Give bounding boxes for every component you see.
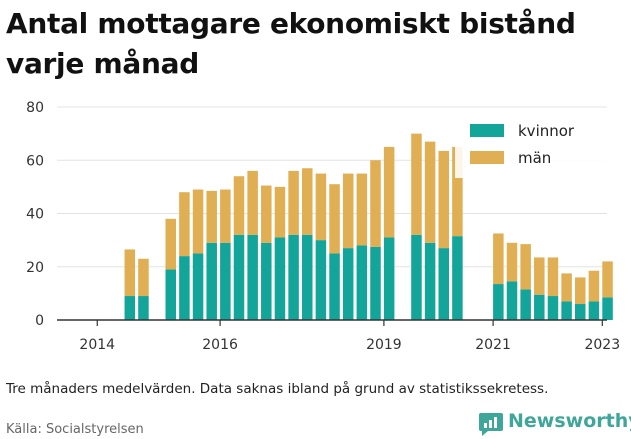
bar-kvinnor bbox=[534, 294, 545, 320]
bar-man bbox=[220, 189, 231, 243]
bar-kvinnor bbox=[575, 304, 586, 320]
bar-man bbox=[520, 244, 531, 290]
bar-kvinnor bbox=[561, 301, 572, 320]
bar-kvinnor bbox=[124, 296, 136, 320]
bar-man bbox=[342, 173, 354, 249]
legend: kvinnor män bbox=[455, 118, 611, 178]
bar-kvinnor bbox=[206, 242, 217, 320]
bar-kvinnor bbox=[342, 248, 354, 320]
bar-kvinnor bbox=[411, 234, 422, 320]
bar-kvinnor bbox=[452, 236, 463, 320]
y-tick-label: 20 bbox=[26, 260, 44, 276]
bar-kvinnor bbox=[520, 289, 531, 320]
bar-kvinnor bbox=[356, 245, 368, 320]
bar-man bbox=[370, 160, 381, 247]
chart-note: Tre månaders medelvärden. Data saknas ib… bbox=[6, 381, 549, 397]
bar-kvinnor bbox=[547, 296, 559, 320]
bar-man bbox=[588, 270, 600, 302]
bar-man bbox=[138, 258, 149, 297]
bar-kvinnor bbox=[370, 246, 381, 320]
bar-man bbox=[302, 168, 313, 235]
y-tick-label: 80 bbox=[26, 100, 44, 116]
bar-man bbox=[356, 173, 368, 246]
y-tick-label: 0 bbox=[35, 313, 44, 329]
bars bbox=[124, 133, 613, 320]
bar-man bbox=[206, 190, 217, 243]
bar-man bbox=[179, 192, 190, 257]
bar-kvinnor bbox=[602, 297, 613, 320]
bar-man bbox=[506, 242, 518, 282]
newsworthy-logo-text: Newsworthy bbox=[508, 410, 631, 432]
bar-kvinnor bbox=[315, 240, 327, 320]
bar-man bbox=[233, 176, 245, 235]
bar-man bbox=[575, 277, 586, 305]
bar-kvinnor bbox=[424, 242, 436, 320]
source-label: Källa: Socialstyrelsen bbox=[6, 422, 144, 437]
bar-kvinnor bbox=[247, 234, 258, 320]
bar-man bbox=[274, 186, 286, 238]
legend-swatch-kvinnor bbox=[470, 124, 504, 137]
bar-man bbox=[438, 150, 449, 249]
newsworthy-logo: Newsworthy bbox=[478, 409, 631, 437]
bar-kvinnor bbox=[493, 284, 504, 320]
bar-kvinnor bbox=[261, 242, 272, 320]
bar-kvinnor bbox=[179, 256, 190, 320]
bar-man bbox=[602, 261, 613, 298]
x-tick-label: 2021 bbox=[475, 337, 511, 353]
bar-kvinnor bbox=[383, 237, 395, 320]
legend-swatch-man bbox=[470, 151, 504, 164]
bar-man bbox=[452, 146, 463, 237]
bar-kvinnor bbox=[506, 281, 518, 320]
bar-man bbox=[165, 218, 176, 270]
bar-man bbox=[561, 273, 572, 302]
x-tick-label: 2016 bbox=[202, 337, 238, 353]
bar-kvinnor bbox=[274, 237, 286, 320]
x-tick-label: 2019 bbox=[366, 337, 402, 353]
x-axis: 2014 2016 2019 2021 2023 bbox=[57, 319, 620, 353]
y-tick-label: 60 bbox=[26, 153, 44, 169]
x-tick-label: 2023 bbox=[584, 337, 620, 353]
bar-man bbox=[261, 185, 272, 243]
bar-kvinnor bbox=[329, 253, 340, 320]
chart: 0 20 40 60 80 2014 2016 2019 2021 2023 kvinnor mä… bbox=[26, 100, 620, 353]
bar-man bbox=[192, 189, 204, 254]
x-tick-label: 2014 bbox=[79, 337, 115, 353]
bar-man bbox=[288, 170, 299, 235]
bar-man bbox=[247, 170, 258, 235]
bar-man bbox=[534, 257, 545, 295]
legend-label-kvinnor: kvinnor bbox=[518, 122, 575, 140]
bar-kvinnor bbox=[288, 234, 299, 320]
bar-man bbox=[383, 146, 395, 238]
bar-kvinnor bbox=[192, 253, 204, 320]
bar-kvinnor bbox=[438, 248, 449, 320]
legend-label-man: män bbox=[518, 149, 551, 167]
bar-kvinnor bbox=[220, 242, 231, 320]
chart-title: Antal mottagare ekonomiskt bistånd varje… bbox=[6, 7, 576, 80]
y-tick-label: 40 bbox=[26, 207, 44, 223]
bar-kvinnor bbox=[165, 269, 176, 320]
newsworthy-logo-icon bbox=[479, 413, 503, 436]
bar-man bbox=[329, 184, 340, 254]
y-axis-tick-labels: 0 20 40 60 80 bbox=[26, 100, 44, 329]
bar-man bbox=[315, 173, 327, 241]
bar-man bbox=[547, 257, 559, 297]
bar-man bbox=[124, 249, 136, 297]
bar-kvinnor bbox=[302, 234, 313, 320]
bar-kvinnor bbox=[138, 296, 149, 320]
bar-man bbox=[411, 133, 422, 235]
bar-man bbox=[424, 141, 436, 243]
bar-kvinnor bbox=[233, 234, 245, 320]
bar-man bbox=[493, 233, 504, 285]
bar-kvinnor bbox=[588, 301, 600, 320]
